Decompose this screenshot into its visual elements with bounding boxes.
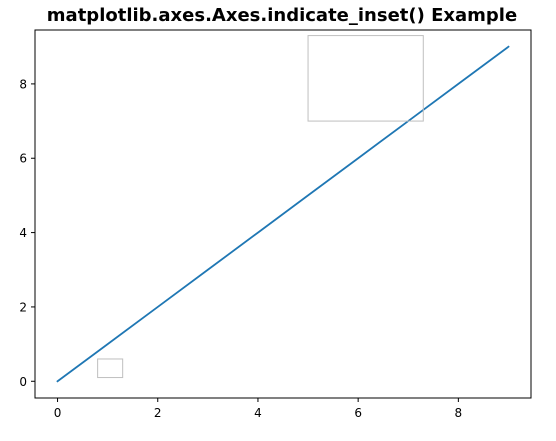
x-tick-label: 0: [54, 406, 62, 420]
inset-indicator-box: [97, 358, 124, 379]
x-tick-label: 4: [254, 406, 262, 420]
plot-area: [56, 35, 510, 383]
y-tick-label: 4: [19, 226, 27, 240]
y-tick-label: 8: [19, 77, 27, 91]
y-tick-label: 2: [19, 300, 27, 314]
x-tick-label: 8: [455, 406, 463, 420]
y-tick-label: 6: [19, 152, 27, 166]
inset-indicator-box: [307, 35, 424, 122]
x-tick-label: 6: [354, 406, 362, 420]
series-line: [56, 45, 510, 383]
chart-title: matplotlib.axes.Axes.indicate_inset() Ex…: [47, 5, 517, 26]
axis-ticks: 0 2 4 6 8 0 2 4 6 8: [19, 77, 462, 420]
x-tick-label: 2: [154, 406, 162, 420]
y-tick-label: 0: [19, 375, 27, 389]
axes-frame: [34, 29, 532, 399]
